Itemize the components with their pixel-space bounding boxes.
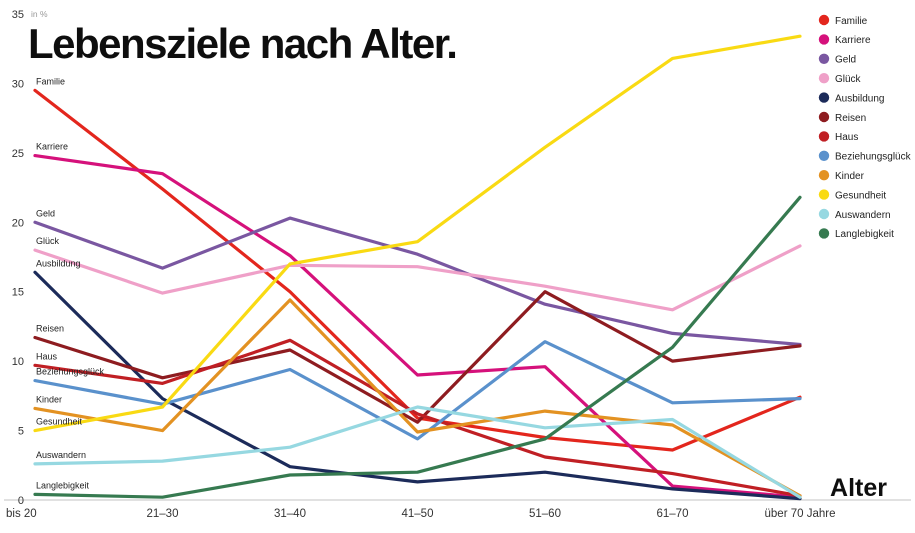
series-label-Reisen: Reisen bbox=[36, 324, 64, 334]
series-label-Gesundheit: Gesundheit bbox=[36, 417, 83, 427]
legend-swatch-Geld bbox=[818, 53, 830, 64]
series-label-Haus: Haus bbox=[36, 351, 58, 361]
legend-label-Beziehungsglück: Beziehungsglück bbox=[835, 152, 912, 163]
x-axis-label: Alter bbox=[830, 474, 887, 502]
series-line-Beziehungsglück bbox=[33, 340, 802, 441]
legend-label-Reisen: Reisen bbox=[835, 113, 866, 124]
legend-swatch-Langlebigkeit bbox=[818, 228, 830, 239]
series-line-Glück bbox=[33, 244, 802, 312]
series-line-Karriere bbox=[33, 154, 802, 499]
legend-swatch-Haus bbox=[818, 131, 830, 142]
x-tick-label: bis 20 bbox=[6, 508, 37, 520]
legend-swatch-Glück bbox=[818, 73, 830, 84]
y-tick-label: 20 bbox=[12, 217, 24, 229]
legend-label-Ausbildung: Ausbildung bbox=[835, 93, 884, 104]
series-line-Reisen bbox=[33, 290, 802, 424]
y-axis-unit: in % bbox=[31, 9, 48, 19]
x-tick-label: 41–50 bbox=[402, 508, 434, 520]
legend-swatch-Kinder bbox=[818, 170, 830, 181]
y-tick-label: 30 bbox=[12, 78, 24, 90]
legend-label-Geld: Geld bbox=[835, 55, 856, 66]
series-line-Auswandern bbox=[33, 405, 802, 499]
series-line-Gesundheit bbox=[33, 34, 802, 433]
legend-swatch-Gesundheit bbox=[818, 189, 830, 200]
series-line-Kinder bbox=[33, 298, 802, 498]
y-tick-label: 25 bbox=[12, 148, 24, 160]
series-line-Langlebigkeit bbox=[33, 195, 802, 499]
y-tick-label: 35 bbox=[12, 9, 24, 21]
series-label-Kinder: Kinder bbox=[36, 394, 62, 404]
series-label-Ausbildung: Ausbildung bbox=[36, 258, 81, 268]
x-tick-label: 51–60 bbox=[529, 508, 561, 520]
legend-label-Langlebigkeit: Langlebigkeit bbox=[835, 229, 894, 240]
y-tick-label: 10 bbox=[12, 356, 24, 368]
legend-label-Kinder: Kinder bbox=[835, 171, 865, 182]
legend-label-Gesundheit: Gesundheit bbox=[835, 190, 886, 201]
legend-label-Karriere: Karriere bbox=[835, 35, 871, 46]
legend-swatch-Familie bbox=[818, 14, 830, 26]
y-tick-label: 15 bbox=[12, 287, 24, 299]
page-title: Lebensziele nach Alter. bbox=[28, 20, 458, 67]
series-label-Langlebigkeit: Langlebigkeit bbox=[36, 480, 90, 490]
legend-swatch-Auswandern bbox=[818, 208, 830, 220]
series-line-Ausbildung bbox=[33, 270, 802, 501]
series-line-Familie bbox=[33, 88, 802, 452]
series-label-Beziehungsglück: Beziehungsglück bbox=[36, 367, 105, 377]
y-tick-label: 0 bbox=[18, 495, 24, 507]
series-label-Familie: Familie bbox=[36, 76, 65, 86]
series-line-Haus bbox=[33, 338, 802, 498]
x-tick-label: 21–30 bbox=[147, 508, 179, 520]
x-tick-label: 31–40 bbox=[274, 508, 306, 520]
series-label-Karriere: Karriere bbox=[36, 142, 68, 152]
legend-label-Auswandern: Auswandern bbox=[835, 210, 891, 221]
legend-swatch-Reisen bbox=[818, 111, 830, 123]
series-label-Glück: Glück bbox=[36, 236, 60, 246]
y-tick-label: 5 bbox=[18, 426, 24, 438]
x-tick-label: 61–70 bbox=[657, 508, 689, 520]
legend-swatch-Beziehungsglück bbox=[818, 150, 830, 161]
legend-swatch-Ausbildung bbox=[818, 92, 830, 103]
series-label-Geld: Geld bbox=[36, 208, 55, 218]
series-label-Auswandern: Auswandern bbox=[36, 450, 86, 460]
legend-swatch-Karriere bbox=[818, 34, 830, 45]
series-line-Geld bbox=[33, 216, 802, 347]
legend-label-Glück: Glück bbox=[835, 74, 862, 85]
legend-label-Familie: Familie bbox=[835, 16, 868, 27]
x-tick-label: über 70 Jahre bbox=[765, 508, 836, 520]
legend-label-Haus: Haus bbox=[835, 132, 858, 143]
